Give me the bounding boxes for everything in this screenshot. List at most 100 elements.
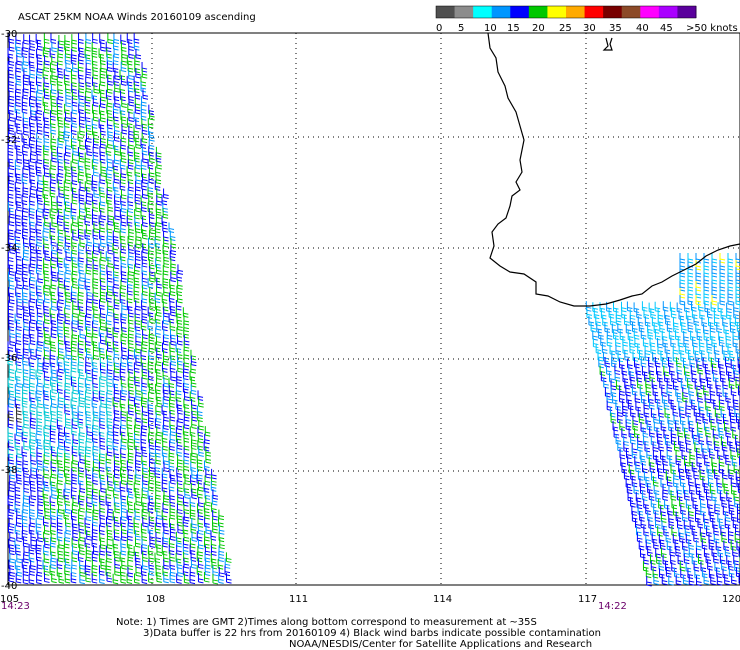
wind-barb [14,524,21,535]
wind-barb [84,103,91,114]
wind-barb [695,540,702,551]
wind-barb [183,460,189,471]
wind-barb [64,453,70,464]
wind-barb [719,253,726,264]
wind-barb [711,295,718,306]
wind-barb [50,552,57,563]
wind-barb [22,202,28,213]
wind-barb [99,502,105,513]
wind-barb [705,400,711,412]
wind-barb [8,33,15,44]
wind-barb [662,301,669,312]
wind-barb [162,314,169,325]
wind-barb [16,566,23,577]
wind-barb [16,531,22,543]
wind-barb [21,432,28,443]
lat-label-36: -36 [1,353,17,364]
wind-barb [142,559,148,571]
wind-barb [28,47,35,59]
wind-barb [92,244,99,255]
wind-barb [658,414,665,425]
wind-barb [658,441,664,452]
wind-barb [168,460,175,471]
legend-label: 20 [532,23,545,34]
wind-barb [14,313,21,325]
wind-barb [93,453,99,464]
wind-barb [43,552,50,564]
wind-barb [190,363,196,374]
wind-barb [121,327,128,339]
wind-barb [645,540,652,551]
wind-barb [695,274,702,285]
wind-barb [627,330,634,342]
wind-barb [121,97,127,108]
wind-barb [714,441,720,452]
wind-barb [50,341,56,352]
wind-barb [29,334,36,346]
wind-barb [730,476,737,488]
wind-barb [35,538,42,550]
wind-barb [727,525,734,537]
wind-barb [727,400,734,411]
wind-barb [8,159,15,171]
wind-barb [114,411,120,422]
wind-barb [16,153,23,164]
wind-barb [65,474,71,485]
wind-barb [58,503,64,514]
wind-barb [134,257,141,269]
wind-barb [679,260,686,271]
wind-barb [162,265,169,276]
wind-barb [78,82,84,94]
wind-barb [648,490,655,501]
wind-barb [99,195,106,207]
wind-barb [9,566,15,577]
wind-barb [170,264,176,276]
wind-barb [683,553,690,565]
wind-barb [93,166,99,177]
wind-barb [57,474,63,485]
wind-barb [86,145,92,157]
wind-barb [210,481,217,492]
wind-barb [711,253,718,264]
wind-barb [57,236,64,247]
wind-barb [675,574,682,586]
wind-barb [161,474,168,485]
wind-barb [64,573,71,584]
wind-barb [16,307,23,319]
wind-barb [86,187,92,198]
wind-barb [735,413,740,424]
wind-barb [176,376,182,388]
wind-barb [128,230,134,241]
wind-barb [16,348,23,360]
wind-barb [50,376,56,388]
wind-barb [44,313,50,325]
wind-barb [622,406,628,417]
wind-barb [694,351,701,363]
wind-barb [43,244,49,256]
wind-barb [700,497,706,509]
wind-barb [197,524,204,535]
wind-barb [106,272,113,283]
wind-barb [622,336,628,347]
wind-barb [92,33,98,44]
wind-barb [169,411,176,422]
wind-barb [23,125,29,136]
wind-barb [197,545,203,557]
wind-barb [28,552,35,563]
wind-barb [191,411,198,422]
wind-barb [85,544,92,555]
wind-barb [156,348,162,359]
wind-barb [56,369,63,381]
wind-barb [78,33,84,44]
wind-barb [22,250,29,261]
wind-barb [114,69,121,81]
wind-barb [29,363,36,374]
wind-barb [107,425,114,437]
wind-barb [204,433,210,445]
wind-barb [114,187,120,199]
wind-barb [106,83,113,94]
wind-barb [169,572,176,584]
wind-barb [70,362,77,373]
wind-barb [702,477,709,488]
wind-barb [77,131,84,142]
